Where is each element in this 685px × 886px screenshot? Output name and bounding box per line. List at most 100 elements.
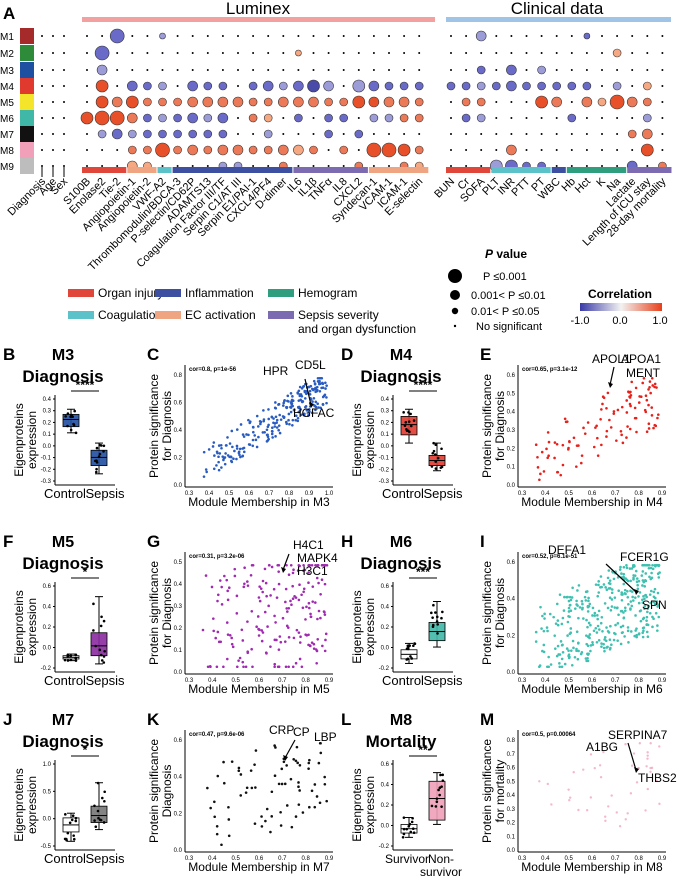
nonsignificant-dot: [450, 117, 452, 119]
nonsignificant-dot: [206, 35, 209, 37]
gene-point: [626, 589, 629, 593]
correlation-dot: [143, 145, 152, 155]
gene-point: [650, 576, 654, 580]
gene-point: [317, 406, 320, 409]
correlation-dot: [309, 145, 318, 155]
gene-point: [255, 625, 258, 628]
nonsignificant-dot: [418, 133, 421, 135]
sample-point: [412, 419, 416, 422]
nonsignificant-dot: [297, 165, 300, 167]
gene-point: [591, 640, 594, 644]
clinical-header-bar: [446, 17, 671, 22]
gene-point: [546, 456, 549, 460]
sample-point: [102, 821, 106, 824]
gene-arrowhead: [283, 755, 288, 761]
nonsignificant-dot: [616, 35, 619, 37]
x-tick-label: 0.5: [564, 678, 573, 684]
correlation-dot: [339, 145, 349, 155]
x-tick-label: 0.6: [255, 856, 264, 862]
panel-letter: J: [3, 710, 12, 729]
gene-point: [251, 444, 255, 448]
gene-point: [264, 581, 268, 585]
gene-point: [631, 564, 635, 568]
module-title: M4: [390, 347, 412, 364]
module-label-m5: M5: [0, 98, 14, 109]
y-tick-label: 0.4: [507, 793, 516, 799]
x-tick-label: 0.7: [278, 856, 287, 862]
y-tick-label: 0.4: [507, 597, 516, 603]
gene-point: [586, 657, 589, 660]
gene-point: [622, 575, 625, 579]
nonsignificant-dot: [540, 52, 543, 54]
gene-point: [643, 607, 646, 611]
gene-point: [586, 610, 590, 613]
correlation-dot: [128, 145, 137, 155]
gene-point: [321, 644, 324, 648]
gene-point: [215, 824, 219, 828]
gene-point: [603, 638, 606, 641]
category-bar-segment: [551, 167, 566, 173]
nonsignificant-dot: [116, 69, 119, 71]
correlation-dot: [414, 145, 424, 155]
sample-point: [436, 623, 439, 626]
correlation-dot: [398, 96, 410, 108]
gene-point: [566, 634, 569, 637]
nonsignificant-dot: [357, 35, 360, 37]
gene-point: [644, 593, 647, 597]
gene-label: CP: [293, 725, 310, 739]
gene-point: [553, 634, 557, 637]
group-label: Sepsis: [85, 851, 125, 866]
nonsignificant-dot: [267, 52, 270, 54]
gene-point: [542, 470, 546, 473]
correlation-dot: [263, 97, 273, 107]
gene-point: [609, 608, 613, 612]
group-label: Sepsis: [85, 486, 125, 501]
gene-point: [275, 421, 278, 424]
gene-point: [290, 603, 293, 607]
gene-point: [310, 411, 314, 415]
nonsignificant-dot: [146, 69, 149, 71]
gene-point: [297, 781, 300, 784]
gene-point: [220, 585, 224, 589]
gene-point: [206, 786, 209, 790]
nonsignificant-dot: [570, 165, 573, 167]
gene-point: [540, 450, 544, 454]
y-tick-label: 0.4: [381, 783, 390, 789]
gene-point: [290, 825, 294, 829]
gene-point: [297, 563, 301, 567]
gene-point: [631, 595, 634, 599]
nonsignificant-dot: [495, 149, 498, 151]
gene-point: [274, 621, 277, 624]
gene-point: [311, 400, 314, 403]
gene-point: [635, 781, 639, 784]
gene-point: [626, 812, 629, 815]
gene-point: [278, 635, 282, 638]
gene-point: [547, 440, 551, 444]
gene-point: [279, 810, 282, 814]
y-axis-label-line1: Protein significance: [480, 561, 494, 665]
gene-point: [254, 786, 257, 789]
y-axis-label-line1: Protein significance: [480, 374, 494, 478]
sample-point: [66, 659, 70, 662]
gene-point: [270, 790, 274, 794]
module-label-m8: M8: [0, 146, 14, 157]
gene-point: [233, 574, 237, 578]
correlation-dot: [94, 45, 110, 61]
gene-point: [277, 648, 281, 651]
nonsignificant-dot: [450, 149, 452, 151]
gene-point: [650, 766, 654, 770]
x-tick-label: 0.3: [185, 491, 194, 497]
gene-point: [238, 447, 242, 451]
sample-point: [432, 441, 435, 445]
gene-point: [285, 563, 288, 567]
correlation-dot: [446, 81, 456, 91]
sample-point: [99, 653, 103, 657]
sample-point: [406, 647, 410, 651]
nonsignificant-dot: [418, 35, 421, 37]
gene-point: [610, 643, 613, 647]
gene-point: [577, 444, 580, 447]
x-axis-label: Module Membership in M8: [521, 860, 663, 874]
gene-point: [604, 586, 607, 589]
gene-point: [634, 416, 638, 420]
